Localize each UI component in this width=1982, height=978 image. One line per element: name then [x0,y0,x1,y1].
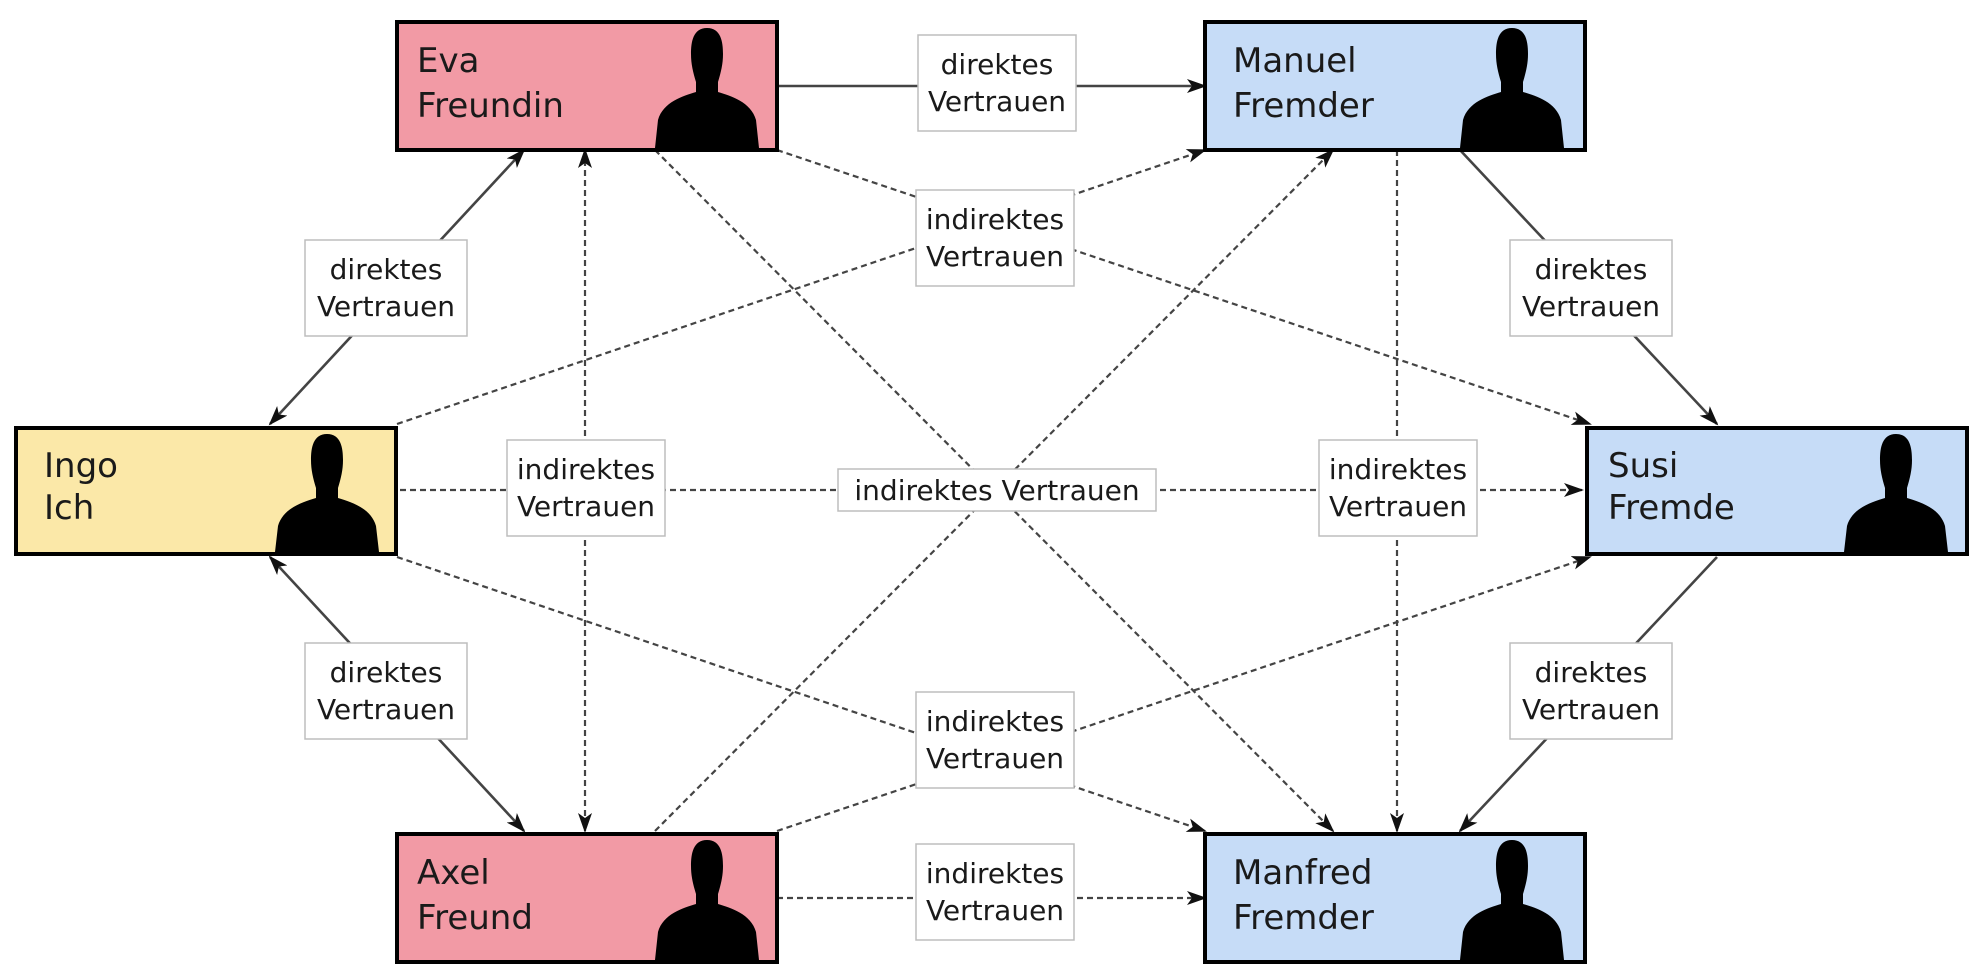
label-direct-ingo-eva: direktes Vertrauen [304,239,468,337]
person-silhouette-icon [655,28,759,148]
label-direct-susi-manfred: direktes Vertrauen [1509,642,1673,740]
node-manuel-role: Fremder [1233,86,1374,126]
label-line-2: Vertrauen [926,742,1064,775]
label-line-2: Vertrauen [926,894,1064,927]
label-direct-manuel-susi: direktes Vertrauen [1509,239,1673,337]
node-axel-role: Freund [417,898,533,938]
label-line-2: Vertrauen [928,85,1066,118]
label-line-1: direktes [1535,656,1648,689]
edge-ingo-manuel [396,148,1207,426]
label-line-1: indirektes [926,203,1064,236]
node-susi-first-name: Susi [1608,446,1678,486]
edge-axel-susi [776,555,1592,833]
label-direct-eva-manuel: direktes Vertrauen [917,34,1077,132]
label-indirect-top-center: indirektes Vertrauen [915,189,1075,287]
node-axel-first-name: Axel [417,853,490,893]
node-ingo: Ingo Ich [14,426,398,556]
node-manfred-role: Fremder [1233,898,1374,938]
node-manuel-first-name: Manuel [1233,41,1357,81]
label-direct-ingo-axel: direktes Vertrauen [304,642,468,740]
label-line-2: Vertrauen [317,693,455,726]
person-silhouette-icon [1460,28,1564,148]
edge-eva-susi [776,148,1592,426]
edge-labels: direktes Vertrauen direktes Vertrauen di… [304,34,1673,941]
label-line-1: direktes [330,656,443,689]
node-eva-first-name: Eva [417,41,479,81]
node-manfred-first-name: Manfred [1233,853,1372,893]
label-line-2: Vertrauen [1522,290,1660,323]
label-line-1: direktes [330,253,443,286]
label-indirect-axel-manfred: indirektes Vertrauen [915,843,1075,941]
node-eva: Eva Freundin [395,20,779,152]
node-susi-role: Fremde [1608,488,1735,528]
label-indirect-bottom-center: indirektes Vertrauen [915,691,1075,789]
person-silhouette-icon [1844,434,1948,552]
label-line-2: Vertrauen [1522,693,1660,726]
label-indirect-eva-axel: indirektes Vertrauen [506,439,666,537]
node-manuel: Manuel Fremder [1203,20,1587,152]
label-line-2: Vertrauen [517,490,655,523]
person-silhouette-icon [275,434,379,552]
edge-ingo-manfred [396,555,1207,833]
person-silhouette-icon [655,840,759,960]
node-ingo-role: Ich [44,488,94,528]
nodes: Eva Freundin Manuel Fremder Ingo Ich Sus… [14,20,1969,964]
label-indirect-manuel-manfred: indirektes Vertrauen [1318,439,1478,537]
node-ingo-first-name: Ingo [44,446,118,486]
node-axel: Axel Freund [395,832,779,964]
node-manfred: Manfred Fremder [1203,832,1587,964]
node-susi: Susi Fremde [1585,426,1969,556]
label-line-1: indirektes [926,857,1064,890]
label-line-1: indirektes [926,705,1064,738]
label-line-2: Vertrauen [1329,490,1467,523]
label-line: indirektes Vertrauen [854,474,1139,507]
label-line-2: Vertrauen [317,290,455,323]
label-line-1: indirektes [1329,453,1467,486]
label-line-1: direktes [1535,253,1648,286]
label-line-1: direktes [941,48,1054,81]
label-indirect-ingo-susi: indirektes Vertrauen [837,468,1157,512]
person-silhouette-icon [1460,840,1564,960]
label-line-1: indirektes [517,453,655,486]
label-line-2: Vertrauen [926,240,1064,273]
node-eva-role: Freundin [417,86,564,126]
